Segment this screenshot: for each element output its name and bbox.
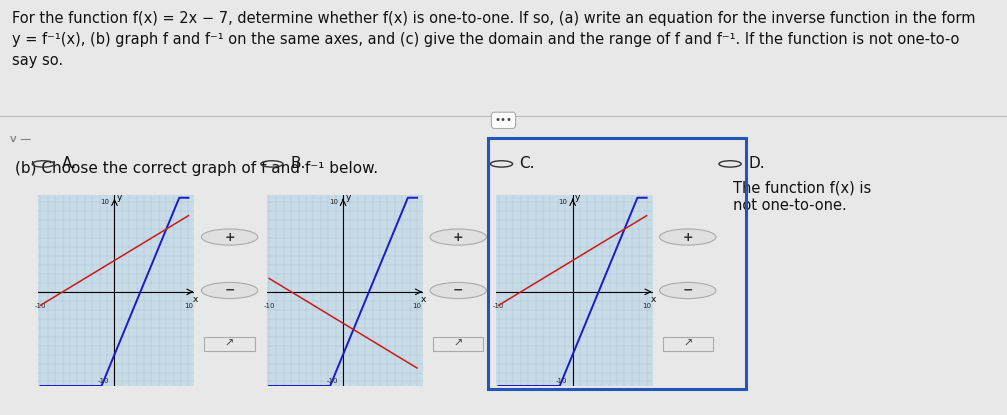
Text: 10: 10 [184, 303, 193, 309]
Text: B.: B. [290, 156, 305, 171]
Text: +: + [453, 231, 463, 244]
Text: The function f(x) is
not one-to-one.: The function f(x) is not one-to-one. [733, 181, 871, 213]
Text: ↗: ↗ [225, 339, 235, 349]
Text: A.: A. [61, 156, 77, 171]
Text: −: − [453, 284, 463, 297]
Text: 10: 10 [101, 199, 110, 205]
Text: −: − [225, 284, 235, 297]
Text: •••: ••• [494, 115, 513, 125]
Text: v —: v — [10, 134, 31, 144]
Text: -10: -10 [98, 378, 110, 384]
Text: -10: -10 [326, 378, 338, 384]
Text: 10: 10 [559, 199, 568, 205]
Text: 10: 10 [329, 199, 338, 205]
Bar [663, 337, 713, 351]
Text: -10: -10 [556, 378, 568, 384]
Text: −: − [683, 284, 693, 297]
Text: (b) Choose the correct graph of f and f⁻¹ below.: (b) Choose the correct graph of f and f⁻… [15, 161, 379, 176]
Text: +: + [683, 231, 693, 244]
Text: x: x [192, 295, 197, 305]
Text: For the function f(x) = 2x − 7, determine whether f(x) is one-to-one. If so, (a): For the function f(x) = 2x − 7, determin… [12, 11, 976, 68]
Text: +: + [225, 231, 235, 244]
Bar [433, 337, 483, 351]
Text: y: y [117, 193, 122, 202]
Text: C.: C. [520, 156, 535, 171]
Text: y: y [345, 193, 350, 202]
Circle shape [430, 229, 486, 245]
Text: -10: -10 [34, 303, 46, 309]
Bar [204, 337, 255, 351]
Circle shape [660, 229, 716, 245]
Text: -10: -10 [263, 303, 275, 309]
Circle shape [201, 229, 258, 245]
Text: 10: 10 [413, 303, 422, 309]
Text: ↗: ↗ [683, 339, 693, 349]
Circle shape [430, 283, 486, 298]
Text: D.: D. [748, 156, 765, 171]
Text: -10: -10 [492, 303, 505, 309]
Circle shape [201, 283, 258, 298]
Circle shape [660, 283, 716, 298]
Text: y: y [575, 193, 580, 202]
Text: x: x [421, 295, 426, 305]
Text: ↗: ↗ [453, 339, 463, 349]
Text: x: x [651, 295, 656, 305]
Text: 10: 10 [642, 303, 652, 309]
